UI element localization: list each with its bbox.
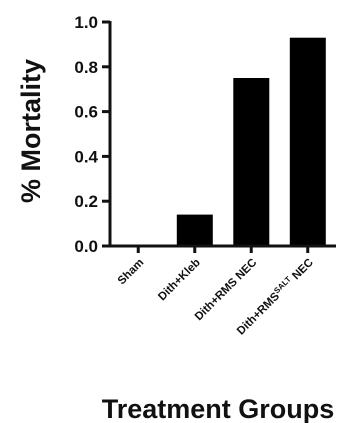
y-tick-label-3: 0.6 (74, 103, 98, 122)
y-tick-label-2: 0.4 (74, 147, 98, 166)
bars-group (176, 37, 326, 247)
bar-1 (176, 214, 213, 246)
y-axis: 0.0 0.2 0.4 0.6 0.8 1.0 (74, 13, 112, 256)
bar-3 (289, 37, 326, 247)
y-tick-label-1: 0.2 (74, 192, 98, 211)
y-axis-title: % Mortality (16, 59, 46, 203)
y-tick-label-5: 1.0 (74, 13, 98, 32)
x-tick-label-0: Sham (116, 257, 147, 288)
y-tick-label-0: 0.0 (74, 237, 98, 256)
y-tick-label-4: 0.8 (74, 58, 98, 77)
x-axis-title: Treatment Groups (102, 394, 335, 423)
x-tick-label-2: Dith+RMS NEC (193, 257, 260, 324)
x-tick-label-1: Dith+Kleb (156, 257, 203, 304)
bar-2 (233, 78, 270, 246)
